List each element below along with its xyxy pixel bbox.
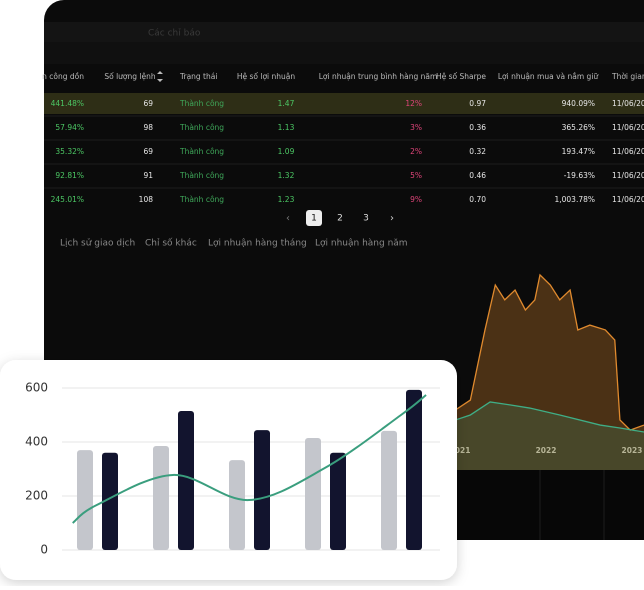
cell: 12% <box>405 99 422 108</box>
cell: 69 <box>143 99 153 108</box>
cell: 11/06/20 <box>612 147 644 156</box>
cell: 0.36 <box>469 123 486 132</box>
column-header: Lợi nhuận trung bình hàng năm <box>319 72 438 81</box>
cell: 245.01% <box>51 195 84 204</box>
column-header: Thời gian <box>611 72 644 81</box>
y-tick-label: 0 <box>40 543 48 557</box>
cell: 1.32 <box>278 171 295 180</box>
cell: 1.47 <box>278 99 295 108</box>
toolbar <box>44 22 644 42</box>
cell: 11/06/20 <box>612 171 644 180</box>
cell: 1.13 <box>278 123 295 132</box>
cell: 57.94% <box>55 123 84 132</box>
column-header: Trạng thái <box>179 72 217 81</box>
column-header: Số lượng lệnh <box>104 72 156 81</box>
cell: 5% <box>410 171 422 180</box>
cell: 1.23 <box>278 195 295 204</box>
cell: 11/06/20 <box>612 123 644 132</box>
cell: 193.47% <box>562 147 595 156</box>
cell: 3% <box>410 123 422 132</box>
bar <box>330 452 346 550</box>
cell: Thành công <box>179 171 224 180</box>
bar <box>305 437 321 550</box>
toolbar-gap <box>44 42 644 64</box>
toolbar-label[interactable]: Các chỉ báo <box>148 28 201 39</box>
bar <box>77 450 93 550</box>
cell: 0.32 <box>469 147 486 156</box>
tab[interactable]: Lợi nhuận hàng tháng <box>208 239 307 249</box>
cell: 0.97 <box>469 99 486 108</box>
cell: 9% <box>410 195 422 204</box>
cell: 0.46 <box>469 171 486 180</box>
page-prev: ‹ <box>286 213 290 224</box>
page-number[interactable]: 1 <box>311 214 317 224</box>
column-header: Hệ số lợi nhuận <box>237 72 296 81</box>
bar <box>153 446 169 550</box>
cell: 1.09 <box>278 147 295 156</box>
cell: 0.70 <box>469 195 486 204</box>
y-tick-label: 200 <box>25 489 48 503</box>
cell: 35.32% <box>55 147 84 156</box>
bar <box>102 452 118 550</box>
tab[interactable]: Lịch sử giao dịch <box>60 238 135 249</box>
cell: 91 <box>143 171 153 180</box>
area-line <box>440 401 644 433</box>
column-header: Lợi nhuận mua và nắm giữ <box>498 72 600 81</box>
page-number[interactable]: 2 <box>337 214 343 224</box>
x-tick-label: 2022 <box>536 446 557 455</box>
cell: -19.63% <box>564 171 595 180</box>
x-tick-label: 2023 <box>622 446 643 455</box>
cell: 108 <box>139 195 154 204</box>
area-fill <box>440 401 644 470</box>
page-number[interactable]: 3 <box>363 214 369 224</box>
y-tick-label: 400 <box>25 435 48 449</box>
cell: Thành công <box>179 123 224 132</box>
column-header: Hệ số Sharpe <box>436 72 486 81</box>
trend-line <box>72 394 427 524</box>
bar <box>406 389 422 550</box>
page-next: › <box>390 213 394 224</box>
cell: 11/06/20 <box>612 99 644 108</box>
x-tick-label: 2021 <box>450 446 471 455</box>
y-tick-label: 600 <box>25 381 48 395</box>
tab[interactable]: Chỉ số khác <box>145 238 197 249</box>
bar <box>229 460 245 550</box>
row-highlight <box>44 93 644 114</box>
area-line <box>439 273 644 431</box>
cell: 92.81% <box>55 171 84 180</box>
area-fill <box>440 274 644 470</box>
tab[interactable]: Lợi nhuận hàng năm <box>315 239 408 249</box>
bar <box>381 430 397 550</box>
cell: Thành công <box>179 195 224 204</box>
cell: 1,003.78% <box>554 195 595 204</box>
cell: 98 <box>143 123 153 132</box>
cell: 69 <box>143 147 153 156</box>
cell: 441.48% <box>51 99 84 108</box>
cell: Thành công <box>179 99 224 108</box>
cell: 11/06/20 <box>612 195 644 204</box>
cell: 365.26% <box>562 123 595 132</box>
page-active <box>306 210 322 226</box>
bar <box>254 430 270 550</box>
column-header: n công dồn <box>42 72 84 81</box>
sort-icon <box>157 71 163 82</box>
cell: 940.09% <box>562 99 595 108</box>
cell: Thành công <box>179 147 224 156</box>
cell: 2% <box>410 147 422 156</box>
bar <box>178 410 194 550</box>
